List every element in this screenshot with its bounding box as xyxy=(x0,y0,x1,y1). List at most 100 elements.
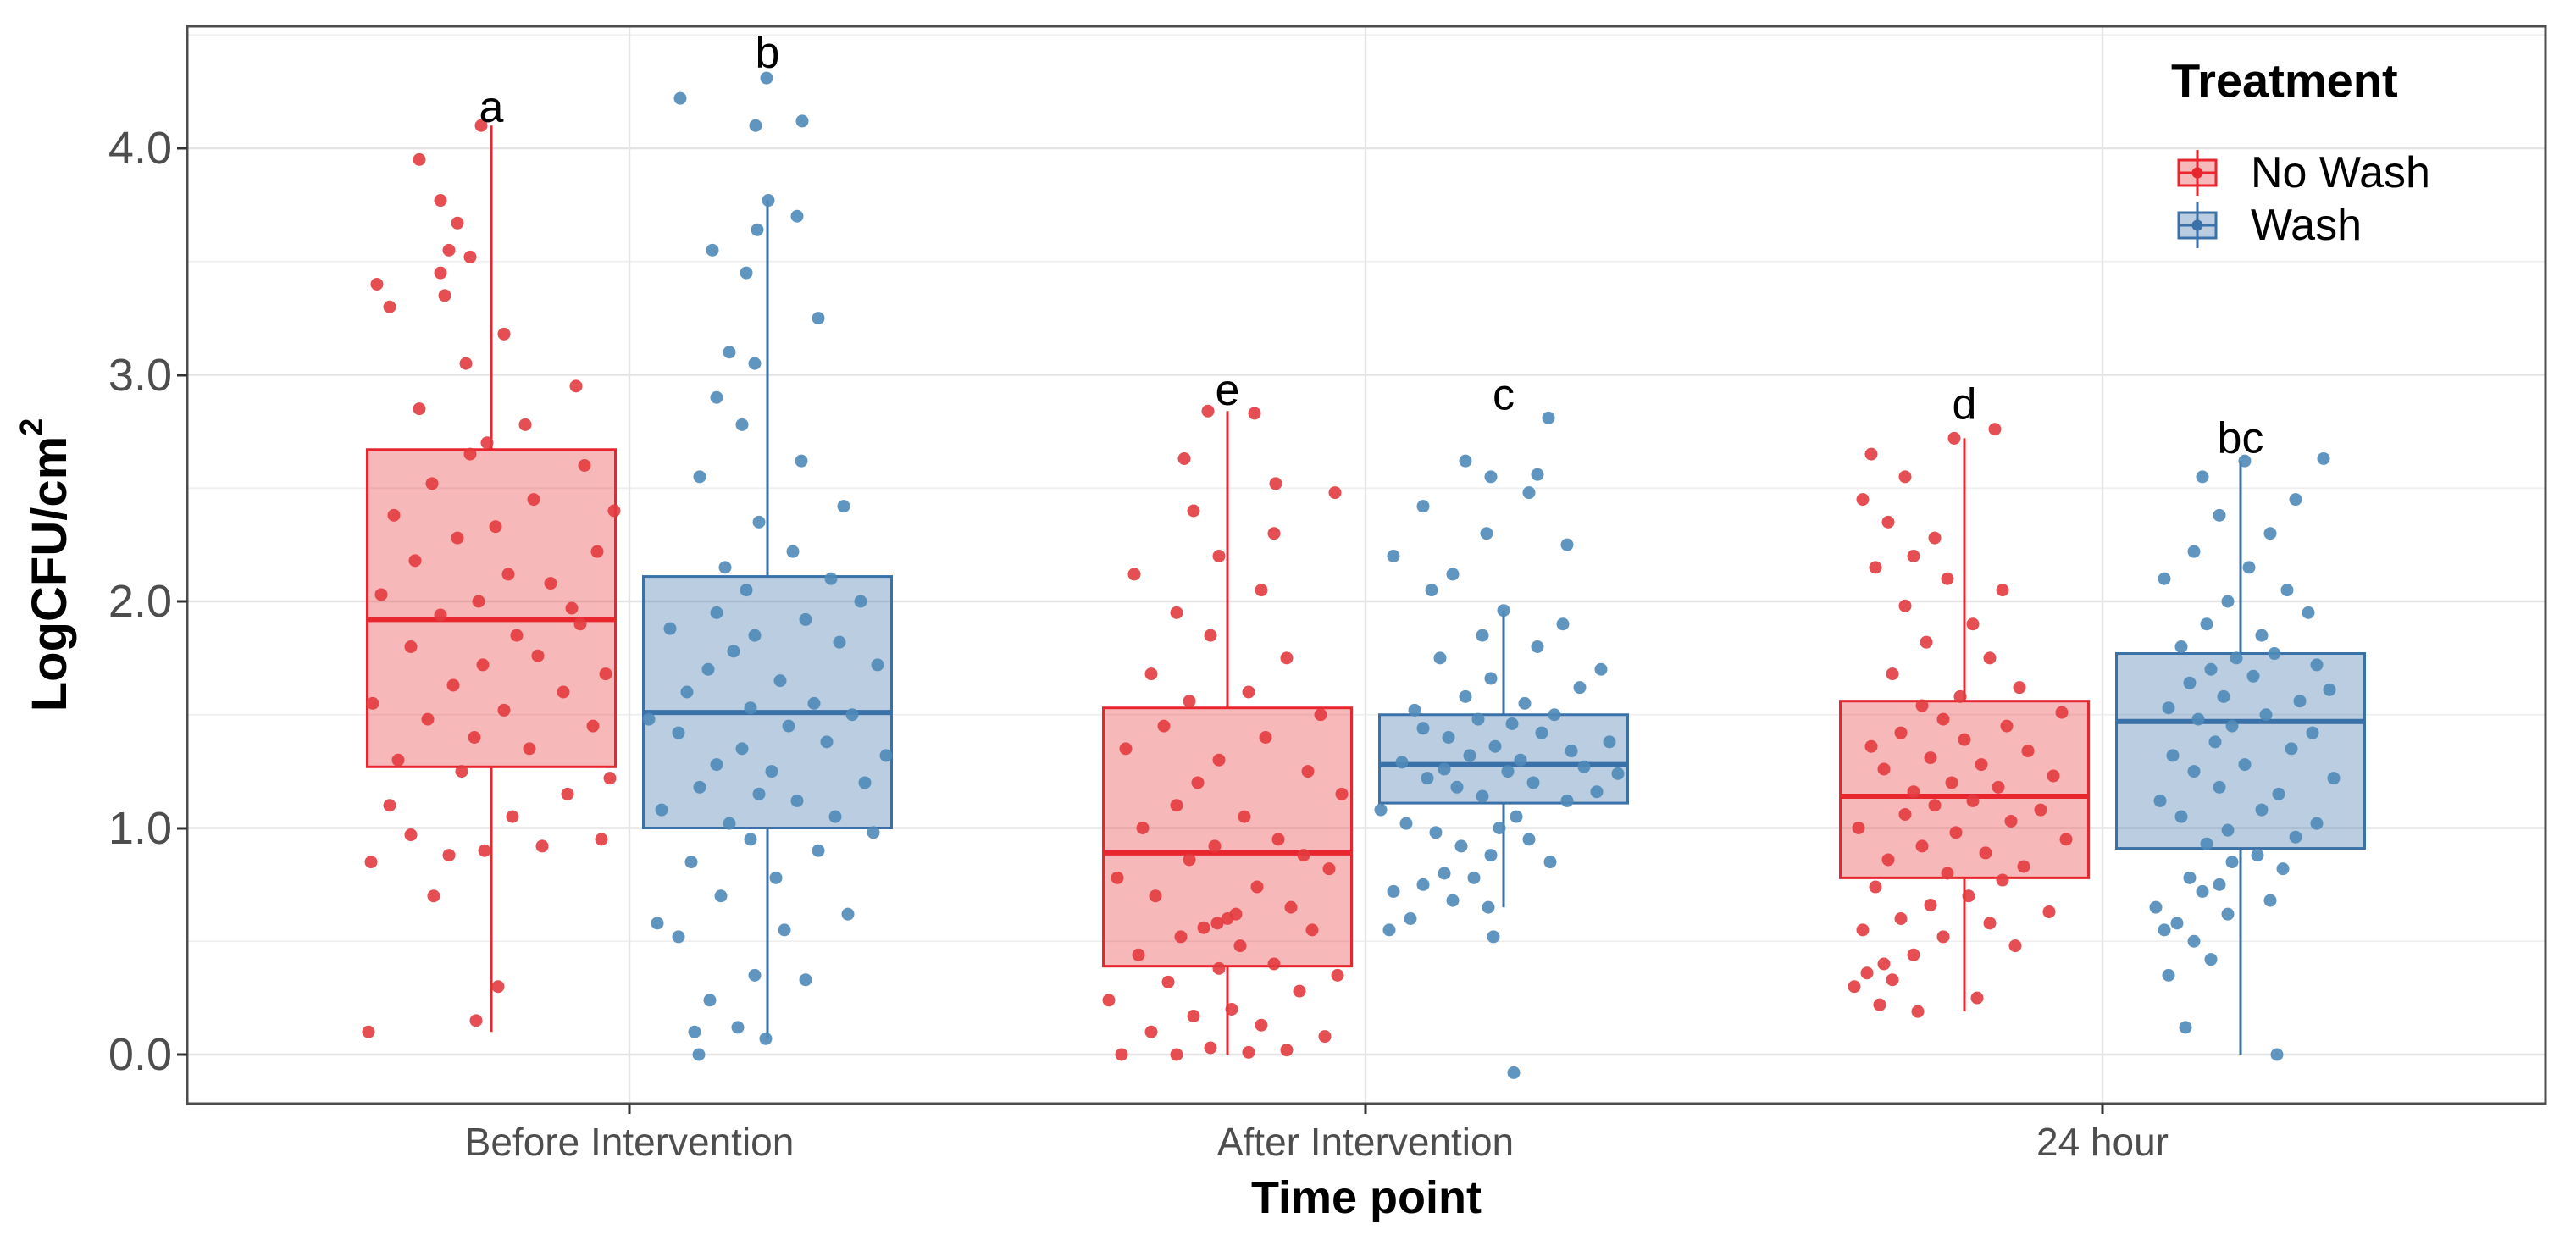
jitter-point xyxy=(1983,651,1997,665)
jitter-point xyxy=(672,930,685,944)
gridlines xyxy=(187,26,2546,1104)
jitter-point xyxy=(1924,751,1937,765)
significance-letter: d xyxy=(1953,379,1977,429)
jitter-point xyxy=(655,803,668,817)
jitter-point xyxy=(2302,606,2315,619)
jitter-point xyxy=(1556,617,1570,631)
jitter-point xyxy=(1936,712,1950,726)
jitter-points xyxy=(362,71,2341,1079)
jitter-point xyxy=(1877,762,1891,776)
jitter-point xyxy=(723,817,736,830)
jitter-point xyxy=(2183,871,2197,884)
jitter-point xyxy=(2196,884,2209,898)
jitter-point xyxy=(1170,606,1183,619)
jitter-point xyxy=(1928,531,1942,545)
jitter-point xyxy=(2238,454,2252,468)
jitter-point xyxy=(2323,683,2336,696)
jitter-point xyxy=(1860,966,1874,980)
jitter-point xyxy=(446,678,460,692)
jitter-point xyxy=(684,856,698,869)
jitter-point xyxy=(740,584,753,597)
legend-label-no-wash: No Wash xyxy=(2251,148,2430,197)
jitter-point xyxy=(1476,629,1489,642)
jitter-point xyxy=(1127,568,1141,581)
jitter-point xyxy=(841,907,855,921)
y-tick-label: 1.0 xyxy=(108,803,172,854)
jitter-point xyxy=(2042,905,2056,918)
jitter-point xyxy=(434,194,447,208)
jitter-point xyxy=(1484,470,1498,484)
jitter-point xyxy=(807,696,821,710)
jitter-point xyxy=(718,561,732,574)
jitter-point xyxy=(1170,1048,1183,1061)
jitter-point xyxy=(404,828,418,842)
jitter-point xyxy=(2272,787,2285,800)
jitter-point xyxy=(2183,676,2197,689)
jitter-point xyxy=(1953,689,1967,703)
jitter-point xyxy=(2187,934,2201,948)
jitter-point xyxy=(561,787,574,800)
jitter-point xyxy=(2004,814,2018,828)
jitter-point xyxy=(1560,794,1574,807)
jitter-point xyxy=(1267,527,1281,540)
jitter-point xyxy=(2217,689,2230,703)
jitter-point xyxy=(491,980,505,994)
jitter-point xyxy=(759,1032,773,1045)
jitter-point xyxy=(434,608,447,622)
jitter-point xyxy=(2166,749,2180,762)
jitter-point xyxy=(2059,833,2073,846)
significance-letter: b xyxy=(756,29,780,78)
jitter-point xyxy=(1869,561,1882,574)
jitter-point xyxy=(1322,862,1336,876)
jitter-point xyxy=(1573,681,1587,695)
jitter-point xyxy=(2225,719,2239,733)
jitter-point xyxy=(2221,595,2235,608)
jitter-point xyxy=(1174,930,1188,944)
legend-key-no-wash-boxplot-icon xyxy=(2177,150,2218,196)
jitter-point xyxy=(1915,839,1929,853)
jitter-point xyxy=(1119,742,1133,756)
jitter-point xyxy=(1542,411,1555,424)
jitter-point xyxy=(1911,1005,1925,1018)
jitter-point xyxy=(1543,856,1557,869)
jitter-point xyxy=(748,629,762,642)
jitter-point xyxy=(1297,849,1310,862)
jitter-point xyxy=(1518,696,1532,710)
jitter-point xyxy=(1920,635,1933,649)
jitter-point xyxy=(2158,572,2171,585)
jitter-point xyxy=(837,500,850,513)
jitter-point xyxy=(693,780,706,794)
jitter-point xyxy=(527,493,540,507)
jitter-point xyxy=(1442,731,1455,744)
jitter-point xyxy=(1250,880,1264,894)
jitter-point xyxy=(1225,1003,1238,1016)
jitter-point xyxy=(1438,762,1451,776)
jitter-point xyxy=(1161,975,1175,988)
jitter-point xyxy=(413,152,426,166)
jitter-point xyxy=(1267,957,1281,971)
jitter-point xyxy=(2270,1048,2284,1061)
jitter-point xyxy=(2213,780,2226,794)
jitter-point xyxy=(1115,1048,1128,1061)
jitter-point xyxy=(1590,785,1604,799)
jitter-point xyxy=(2034,803,2047,817)
jitter-point xyxy=(1212,961,1226,975)
jitter-point xyxy=(1183,853,1196,867)
jitter-point xyxy=(469,1014,483,1027)
jitter-point xyxy=(1255,584,1268,597)
jitter-point xyxy=(1966,794,1980,807)
jitter-point xyxy=(1856,493,1870,507)
jitter-point xyxy=(607,504,621,518)
jitter-point xyxy=(2238,758,2252,772)
jitter-point xyxy=(421,712,435,726)
jitter-point xyxy=(1979,846,1992,860)
jitter-point xyxy=(1183,695,1196,708)
jitter-point xyxy=(1548,708,1561,722)
jitter-point xyxy=(1941,572,1954,585)
jitter-point xyxy=(1208,839,1222,853)
jitter-point xyxy=(1191,776,1205,789)
jitter-point xyxy=(1204,1041,1217,1055)
jitter-point xyxy=(760,71,773,85)
jitter-point xyxy=(497,703,511,717)
